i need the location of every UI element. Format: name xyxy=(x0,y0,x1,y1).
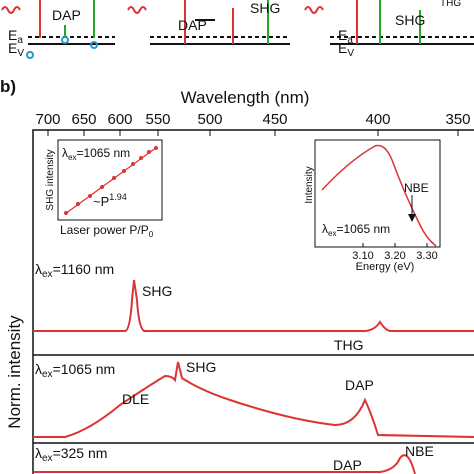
strip-label: DAP xyxy=(52,7,81,23)
level-label: EV xyxy=(338,40,354,59)
x-ticks: 700 650 600 550 500 450 400 350 xyxy=(35,111,471,136)
inset-fit: ~P1.94 xyxy=(93,192,127,209)
spectrum-1160 xyxy=(33,279,474,332)
inset-x-tick: 3.20 xyxy=(384,250,405,262)
peak-label: NBE xyxy=(405,443,434,459)
spectrum-1065 xyxy=(33,361,474,438)
excitation-label: λex=1065 nm xyxy=(35,361,115,380)
peak-label: DAP xyxy=(345,377,374,393)
x-axis-title: Wavelength (nm) xyxy=(181,88,310,107)
plot-frame xyxy=(32,129,474,474)
inset-x-tick: 3.10 xyxy=(352,250,373,262)
peak-label: DLE xyxy=(122,391,149,407)
peak-label: SHG xyxy=(186,359,216,375)
excitation-label: λex=325 nm xyxy=(35,445,107,464)
x-tick-label: 650 xyxy=(71,111,96,128)
strip-label: THG xyxy=(440,0,461,9)
x-tick-label: 450 xyxy=(262,111,287,128)
inset-arrow-label: NBE xyxy=(404,181,429,195)
strip-label: SHG xyxy=(250,0,280,16)
inset-x-title: Energy (eV) xyxy=(356,261,415,273)
x-tick-label: 350 xyxy=(445,111,470,128)
level-label: EV xyxy=(8,40,24,59)
x-tick-label: 700 xyxy=(35,111,60,128)
energy-diagrams xyxy=(1,0,474,59)
inset-excitation: λex=1065 nm xyxy=(62,146,130,162)
inset-excitation: λex=1065 nm xyxy=(322,222,390,238)
excitation-label: λex=1160 nm xyxy=(35,261,114,280)
level-label: Ea xyxy=(8,27,23,46)
peak-label: DAP xyxy=(333,457,362,473)
level-label: Ea xyxy=(338,27,353,46)
peak-label: THG xyxy=(334,337,364,353)
inset-y-title: SHG intensity xyxy=(45,149,56,210)
strip-label: DAP xyxy=(178,17,207,33)
strip-label: SHG xyxy=(395,12,425,28)
peak-label: SHG xyxy=(142,283,172,299)
inset-power xyxy=(57,139,163,221)
x-tick-label: 400 xyxy=(365,111,390,128)
inset-y-title: Intensity xyxy=(304,166,315,203)
inset-x-title: Laser power P/P0 xyxy=(60,223,154,239)
spectrum-325 xyxy=(33,454,416,474)
x-tick-label: 500 xyxy=(197,111,222,128)
panel-label: b) xyxy=(0,77,16,96)
inset-x-tick: 3.30 xyxy=(416,250,437,262)
inset-energy xyxy=(314,139,441,248)
x-tick-label: 600 xyxy=(107,111,132,128)
x-tick-label: 550 xyxy=(145,111,170,128)
y-axis-title: Norm. intensity xyxy=(5,315,24,429)
